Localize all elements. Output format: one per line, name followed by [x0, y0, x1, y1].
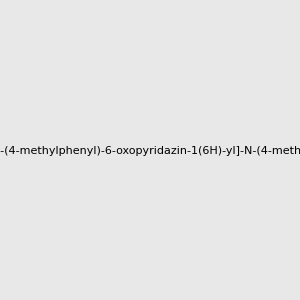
Text: 2-[5-(acetylamino)-3-(4-methylphenyl)-6-oxopyridazin-1(6H)-yl]-N-(4-methoxypheny: 2-[5-(acetylamino)-3-(4-methylphenyl)-6-…: [0, 146, 300, 157]
